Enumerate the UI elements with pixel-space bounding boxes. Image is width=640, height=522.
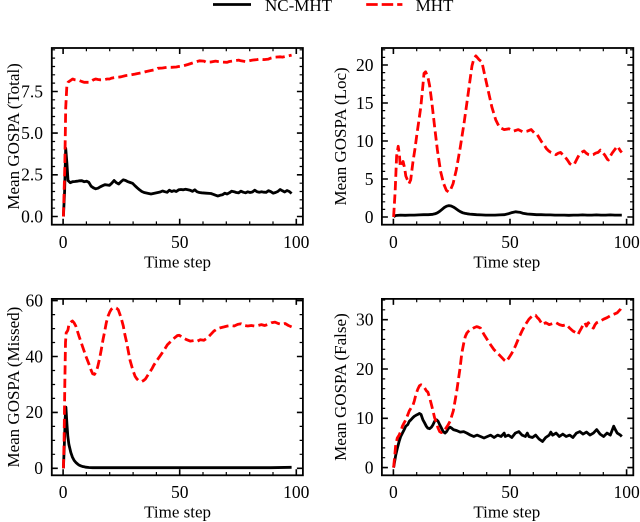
svg-text:0: 0 bbox=[365, 457, 374, 477]
svg-text:20: 20 bbox=[356, 55, 374, 75]
svg-text:0.0: 0.0 bbox=[21, 206, 43, 226]
svg-text:30: 30 bbox=[356, 310, 374, 330]
svg-text:Mean GOSPA (Loc): Mean GOSPA (Loc) bbox=[331, 67, 350, 205]
svg-text:0: 0 bbox=[59, 232, 68, 252]
svg-text:50: 50 bbox=[171, 232, 189, 252]
svg-text:2.5: 2.5 bbox=[21, 165, 43, 185]
svg-text:7.5: 7.5 bbox=[21, 81, 43, 101]
svg-text:50: 50 bbox=[171, 482, 189, 502]
svg-text:10: 10 bbox=[356, 408, 374, 428]
svg-text:20: 20 bbox=[356, 359, 374, 379]
svg-text:15: 15 bbox=[356, 93, 374, 113]
svg-text:0: 0 bbox=[389, 482, 398, 502]
svg-text:Time step: Time step bbox=[144, 502, 211, 521]
svg-text:40: 40 bbox=[26, 346, 44, 366]
svg-text:60: 60 bbox=[26, 290, 44, 310]
svg-text:Mean GOSPA (Missed): Mean GOSPA (Missed) bbox=[4, 307, 23, 468]
svg-text:100: 100 bbox=[613, 232, 640, 252]
svg-text:50: 50 bbox=[501, 482, 519, 502]
svg-text:10: 10 bbox=[356, 131, 374, 151]
svg-text:100: 100 bbox=[283, 232, 310, 252]
svg-text:0: 0 bbox=[365, 207, 374, 227]
svg-text:Time step: Time step bbox=[473, 502, 540, 521]
svg-text:100: 100 bbox=[283, 482, 310, 502]
svg-text:50: 50 bbox=[501, 232, 519, 252]
svg-text:5: 5 bbox=[365, 169, 374, 189]
svg-text:5.0: 5.0 bbox=[21, 123, 43, 143]
svg-text:20: 20 bbox=[26, 402, 44, 422]
svg-text:MHT: MHT bbox=[416, 0, 454, 15]
svg-text:0: 0 bbox=[389, 232, 398, 252]
svg-text:0: 0 bbox=[34, 458, 43, 478]
svg-text:0: 0 bbox=[59, 482, 68, 502]
svg-text:Time step: Time step bbox=[144, 252, 211, 271]
svg-text:Mean GOSPA (Total): Mean GOSPA (Total) bbox=[4, 63, 23, 209]
svg-text:Mean GOSPA (False): Mean GOSPA (False) bbox=[331, 313, 350, 461]
svg-text:100: 100 bbox=[613, 482, 640, 502]
svg-text:Time step: Time step bbox=[473, 252, 540, 271]
svg-text:NC-MHT: NC-MHT bbox=[265, 0, 333, 15]
